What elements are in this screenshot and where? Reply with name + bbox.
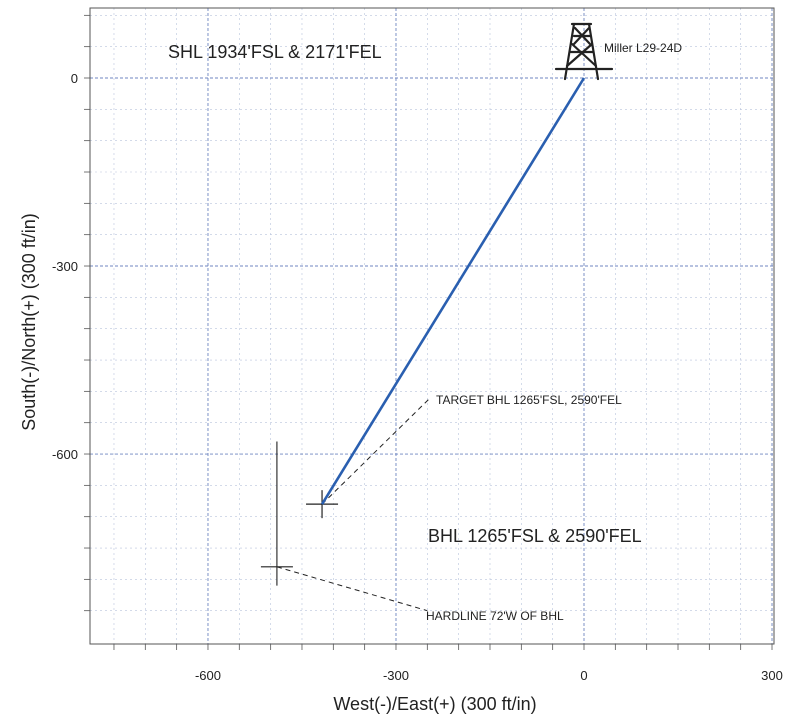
x-tick-label: 300 (761, 668, 783, 683)
shl-annotation: SHL 1934'FSL & 2171'FEL (168, 42, 382, 62)
x-tick-label: 0 (580, 668, 587, 683)
target-label: TARGET BHL 1265'FSL, 2590'FEL (436, 393, 622, 407)
well-path-line (320, 77, 586, 505)
x-tick-label: -600 (195, 668, 221, 683)
drilling-rig-icon (554, 22, 614, 81)
y-tick-label: -300 (52, 259, 78, 274)
well-path-series (320, 77, 586, 505)
axis-ticks: -600 -300 0 300 0 -300 -600 (52, 14, 783, 683)
minor-grid (90, 8, 774, 644)
y-tick-label: -600 (52, 447, 78, 462)
x-axis-label: West(-)/East(+) (300 ft/in) (333, 694, 536, 714)
x-tick-label: -300 (383, 668, 409, 683)
hardline-label: HARDLINE 72'W OF BHL (426, 609, 564, 623)
hardline-leader-line (276, 566, 428, 612)
plot-frame (89, 7, 775, 645)
bhl-annotation: BHL 1265'FSL & 2590'FEL (428, 526, 642, 546)
target-leader-line (321, 397, 431, 505)
major-grid (90, 8, 774, 644)
y-tick-label: 0 (71, 71, 78, 86)
y-axis-label: South(-)/North(+) (300 ft/in) (19, 213, 39, 431)
hardline-marker (260, 441, 428, 612)
well-name-label: Miller L29-24D (604, 41, 682, 55)
